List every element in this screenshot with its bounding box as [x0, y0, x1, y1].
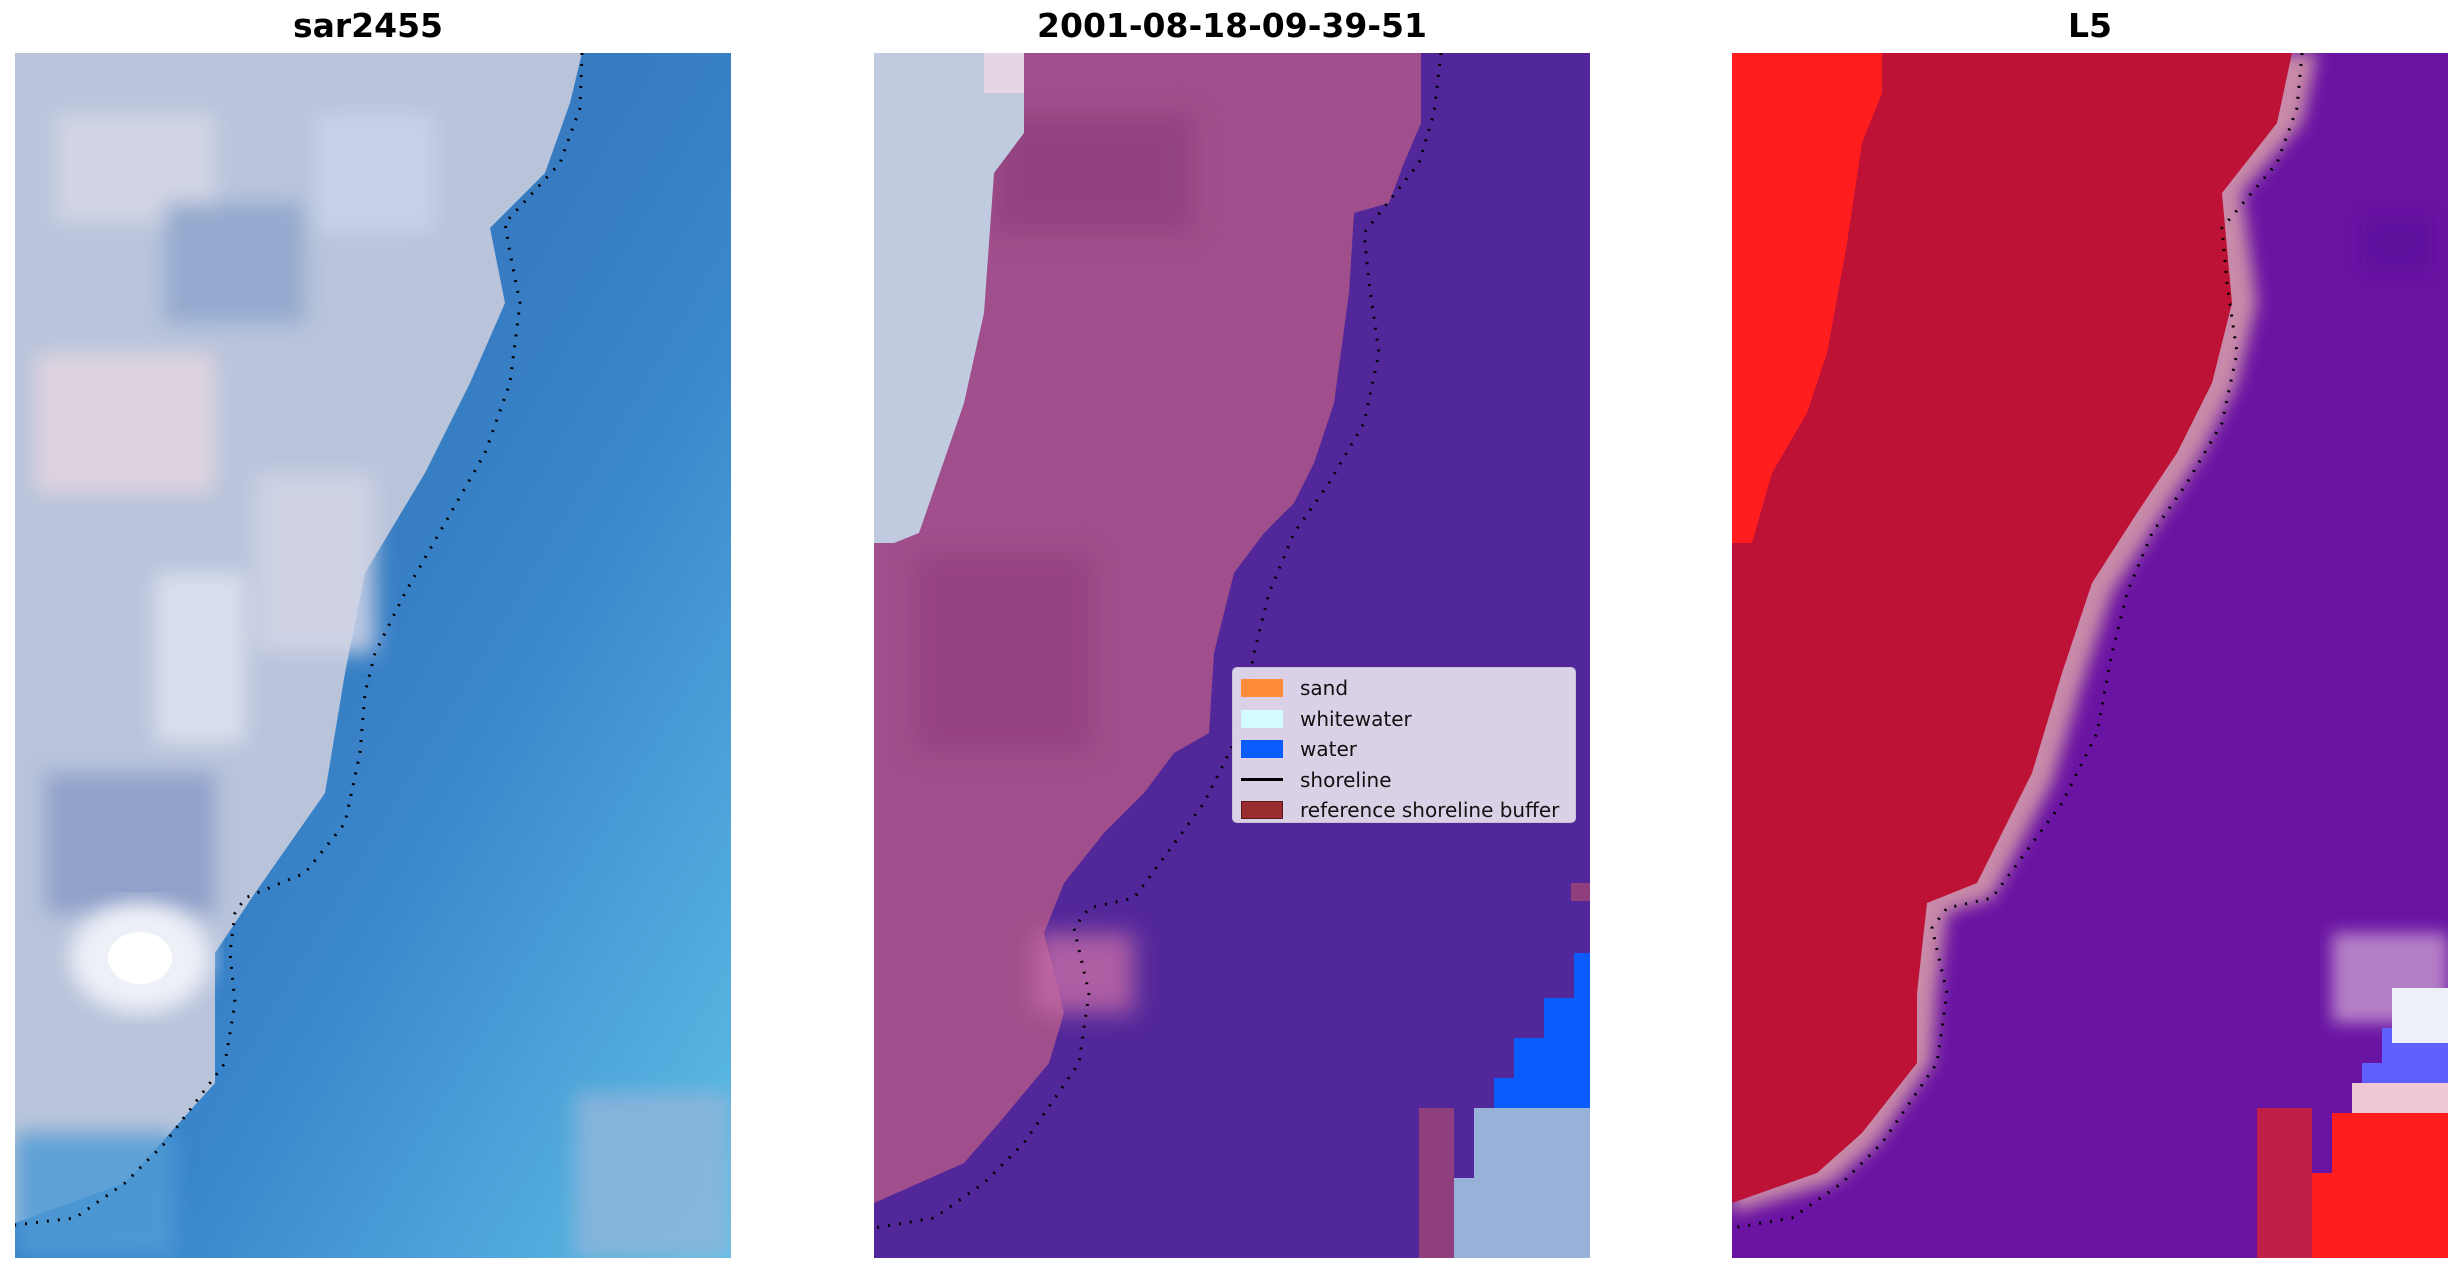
legend-label: reference shoreline buffer [1300, 798, 1560, 823]
panel-title-rgb: sar2455 [292, 6, 444, 45]
index-panel [1732, 53, 2448, 1258]
legend-swatch-water [1241, 740, 1283, 759]
panel-title-classification: 2001-08-18-09-39-51 [1037, 6, 1427, 45]
legend-label: shoreline [1300, 767, 1392, 792]
legend-item-sand: sand [1241, 673, 1567, 704]
panel-title-index: L5 [2068, 6, 2112, 45]
legend: sand whitewater water shoreline referenc… [1232, 667, 1576, 823]
legend-item-whitewater: whitewater [1241, 704, 1567, 735]
classification-image [874, 53, 1590, 1258]
legend-swatch-sand [1241, 679, 1283, 698]
legend-item-water: water [1241, 734, 1567, 765]
legend-swatch-whitewater [1241, 709, 1283, 728]
legend-label: water [1300, 737, 1357, 762]
classification-panel [874, 53, 1590, 1258]
shoreline-dots-index [1732, 53, 2304, 1230]
legend-label: sand [1300, 676, 1349, 701]
legend-item-reference-buffer: reference shoreline buffer [1241, 795, 1567, 826]
legend-label: whitewater [1300, 706, 1412, 731]
legend-item-shoreline: shoreline [1241, 765, 1567, 796]
rgb-image-panel [15, 53, 731, 1258]
rgb-image [15, 53, 731, 1258]
legend-swatch-reference-buffer [1241, 801, 1283, 820]
legend-line-shoreline [1241, 778, 1283, 782]
index-image [1732, 53, 2448, 1258]
shoreline-dots-rgb [15, 53, 584, 1227]
